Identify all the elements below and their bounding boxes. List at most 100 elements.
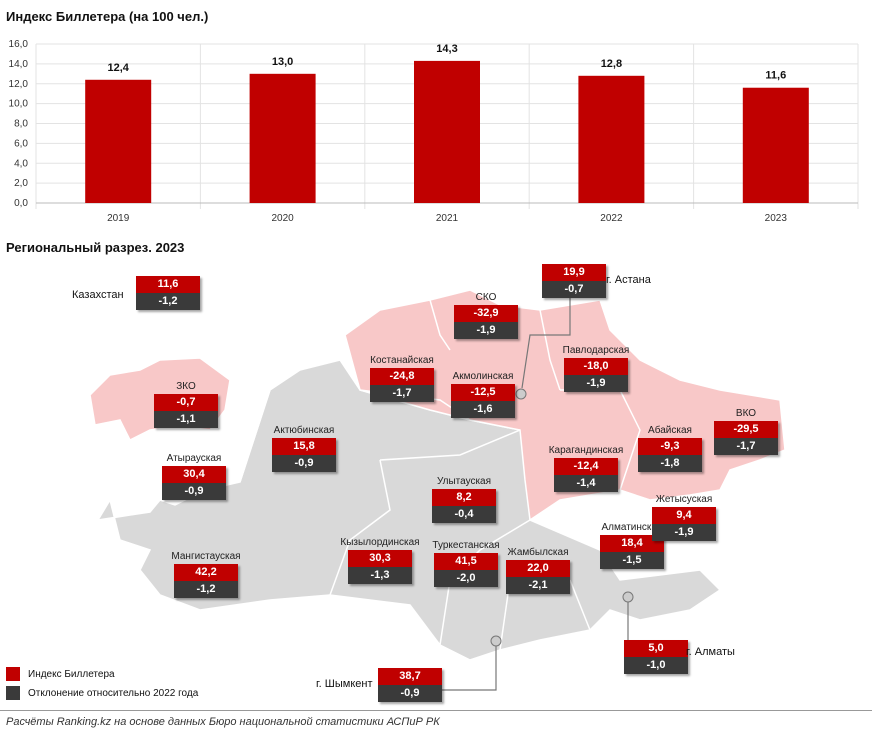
legend-delta: Отклонение относительно 2022 года — [6, 686, 198, 700]
region-11: Улытауская 8,2 -0,4 — [418, 476, 510, 523]
region-name: Жетысуская — [655, 494, 713, 505]
region-value: 15,8 — [272, 438, 336, 455]
shymkent-dot — [490, 635, 502, 647]
y-tick-label: 4,0 — [14, 158, 28, 169]
region-value: -24,8 — [370, 368, 434, 385]
region-value: 42,2 — [174, 564, 238, 581]
x-tick-label: 2022 — [600, 213, 623, 224]
region-value: -18,0 — [564, 358, 628, 375]
region-value: 30,3 — [348, 550, 412, 567]
city-almaty-label: г. Алматы — [686, 646, 735, 658]
region-delta: -1,4 — [554, 475, 618, 492]
region-delta: -0,4 — [432, 506, 496, 523]
bar — [85, 79, 152, 203]
region-delta: -1,2 — [174, 581, 238, 598]
city-shymkent-value: 38,7 — [378, 668, 442, 685]
source-note: Расчёты Ranking.kz на основе данных Бюро… — [6, 716, 440, 728]
region-name: Актюбинская — [273, 425, 335, 436]
region-delta: -1,5 — [600, 552, 664, 569]
region-value: 30,4 — [162, 466, 226, 483]
region-15: Алматинская 18,4 -1,5 — [586, 522, 678, 569]
region-name: Алматинская — [601, 522, 663, 533]
region-delta: -1,9 — [564, 375, 628, 392]
bar — [578, 75, 645, 203]
city-almaty-delta: -1,0 — [624, 657, 688, 674]
region-value: 9,4 — [652, 507, 716, 524]
region-10: ВКО -29,5 -1,7 — [700, 408, 792, 455]
region-2: Мангистауская 42,2 -1,2 — [160, 551, 252, 598]
region-name: Акмолинская — [452, 371, 514, 382]
region-name: Павлодарская — [562, 345, 630, 356]
x-tick-label: 2020 — [271, 213, 294, 224]
region-4: Костанайская -24,8 -1,7 — [356, 355, 448, 402]
region-12: Кызылординская 30,3 -1,3 — [334, 537, 426, 584]
bar-value-label: 12,4 — [107, 62, 129, 74]
region-6: Акмолинская -12,5 -1,6 — [437, 371, 529, 418]
legend-value-swatch — [6, 667, 20, 681]
region-value: 18,4 — [600, 535, 664, 552]
bar-value-label: 11,6 — [765, 70, 786, 82]
bar-value-label: 14,3 — [436, 43, 457, 55]
bar-value-label: 12,8 — [601, 58, 622, 70]
region-delta: -1,1 — [154, 411, 218, 428]
y-tick-label: 6,0 — [14, 138, 28, 149]
city-shymkent-box: 38,7 -0,9 — [376, 668, 444, 702]
y-tick-label: 2,0 — [14, 178, 28, 189]
legend-value: Индекс Биллетера — [6, 667, 115, 681]
national-label: Казахстан — [72, 289, 124, 301]
region-value: -12,4 — [554, 458, 618, 475]
region-0: ЗКО -0,7 -1,1 — [140, 381, 232, 428]
region-16: Жетысуская 9,4 -1,9 — [638, 494, 730, 541]
region-name: Кызылординская — [340, 537, 420, 548]
bar-chart-title: Индекс Биллетера (на 100 чел.) — [6, 9, 209, 24]
bar — [249, 73, 316, 203]
y-tick-label: 0,0 — [14, 198, 28, 209]
region-delta: -1,8 — [638, 455, 702, 472]
astana-marker — [521, 290, 571, 389]
region-value: 22,0 — [506, 560, 570, 577]
region-value: -29,5 — [714, 421, 778, 438]
region-value: 8,2 — [432, 489, 496, 506]
region-delta: -2,1 — [506, 577, 570, 594]
region-8: Карагандинская -12,4 -1,4 — [540, 445, 632, 492]
city-almaty-value: 5,0 — [624, 640, 688, 657]
region-name: ВКО — [735, 408, 757, 419]
city-astana-label: г. Астана — [606, 274, 651, 286]
region-1: Атырауская 30,4 -0,9 — [148, 453, 240, 500]
y-tick-label: 10,0 — [9, 99, 29, 110]
region-name: Абайская — [648, 425, 692, 436]
y-tick-label: 14,0 — [9, 59, 29, 70]
region-3: Актюбинская 15,8 -0,9 — [258, 425, 350, 472]
region-delta: -1,9 — [454, 322, 518, 339]
map-title: Региональный разрез. 2023 — [6, 240, 185, 255]
region-14: Жамбылская 22,0 -2,1 — [492, 547, 584, 594]
astana-dot — [515, 388, 527, 400]
region-value: -12,5 — [451, 384, 515, 401]
city-almaty-box: 5,0 -1,0 — [622, 640, 690, 674]
bar — [742, 87, 809, 203]
legend-delta-label: Отклонение относительно 2022 года — [28, 687, 199, 699]
region-delta: -1,7 — [370, 385, 434, 402]
y-tick-label: 8,0 — [14, 119, 28, 130]
region-delta: -0,9 — [272, 455, 336, 472]
region-name: Атырауская — [166, 453, 222, 464]
region-name: Карагандинская — [548, 445, 624, 456]
region-5: СКО -32,9 -1,9 — [440, 292, 532, 339]
bar — [414, 60, 480, 203]
city-astana-delta: -0,7 — [542, 281, 606, 298]
legend-value-label: Индекс Биллетера — [28, 668, 115, 680]
national-value: 11,6 — [136, 276, 200, 293]
region-value: 41,5 — [434, 553, 498, 570]
region-name: Туркестанская — [432, 540, 500, 551]
region-name: Костанайская — [370, 355, 434, 366]
city-shymkent-delta: -0,9 — [378, 685, 442, 702]
region-delta: -1,3 — [348, 567, 412, 584]
almaty-dot — [622, 591, 634, 603]
region-name: Улытауская — [436, 476, 492, 487]
region-delta: -2,0 — [434, 570, 498, 587]
x-tick-label: 2021 — [436, 213, 459, 224]
region-value: -0,7 — [154, 394, 218, 411]
region-value: -32,9 — [454, 305, 518, 322]
y-tick-label: 16,0 — [9, 39, 29, 50]
bar-chart: 0,0 2,0 4,0 6,0 8,0 10,0 12,0 14,0 16,0 12,4 2019 1… — [9, 39, 859, 224]
